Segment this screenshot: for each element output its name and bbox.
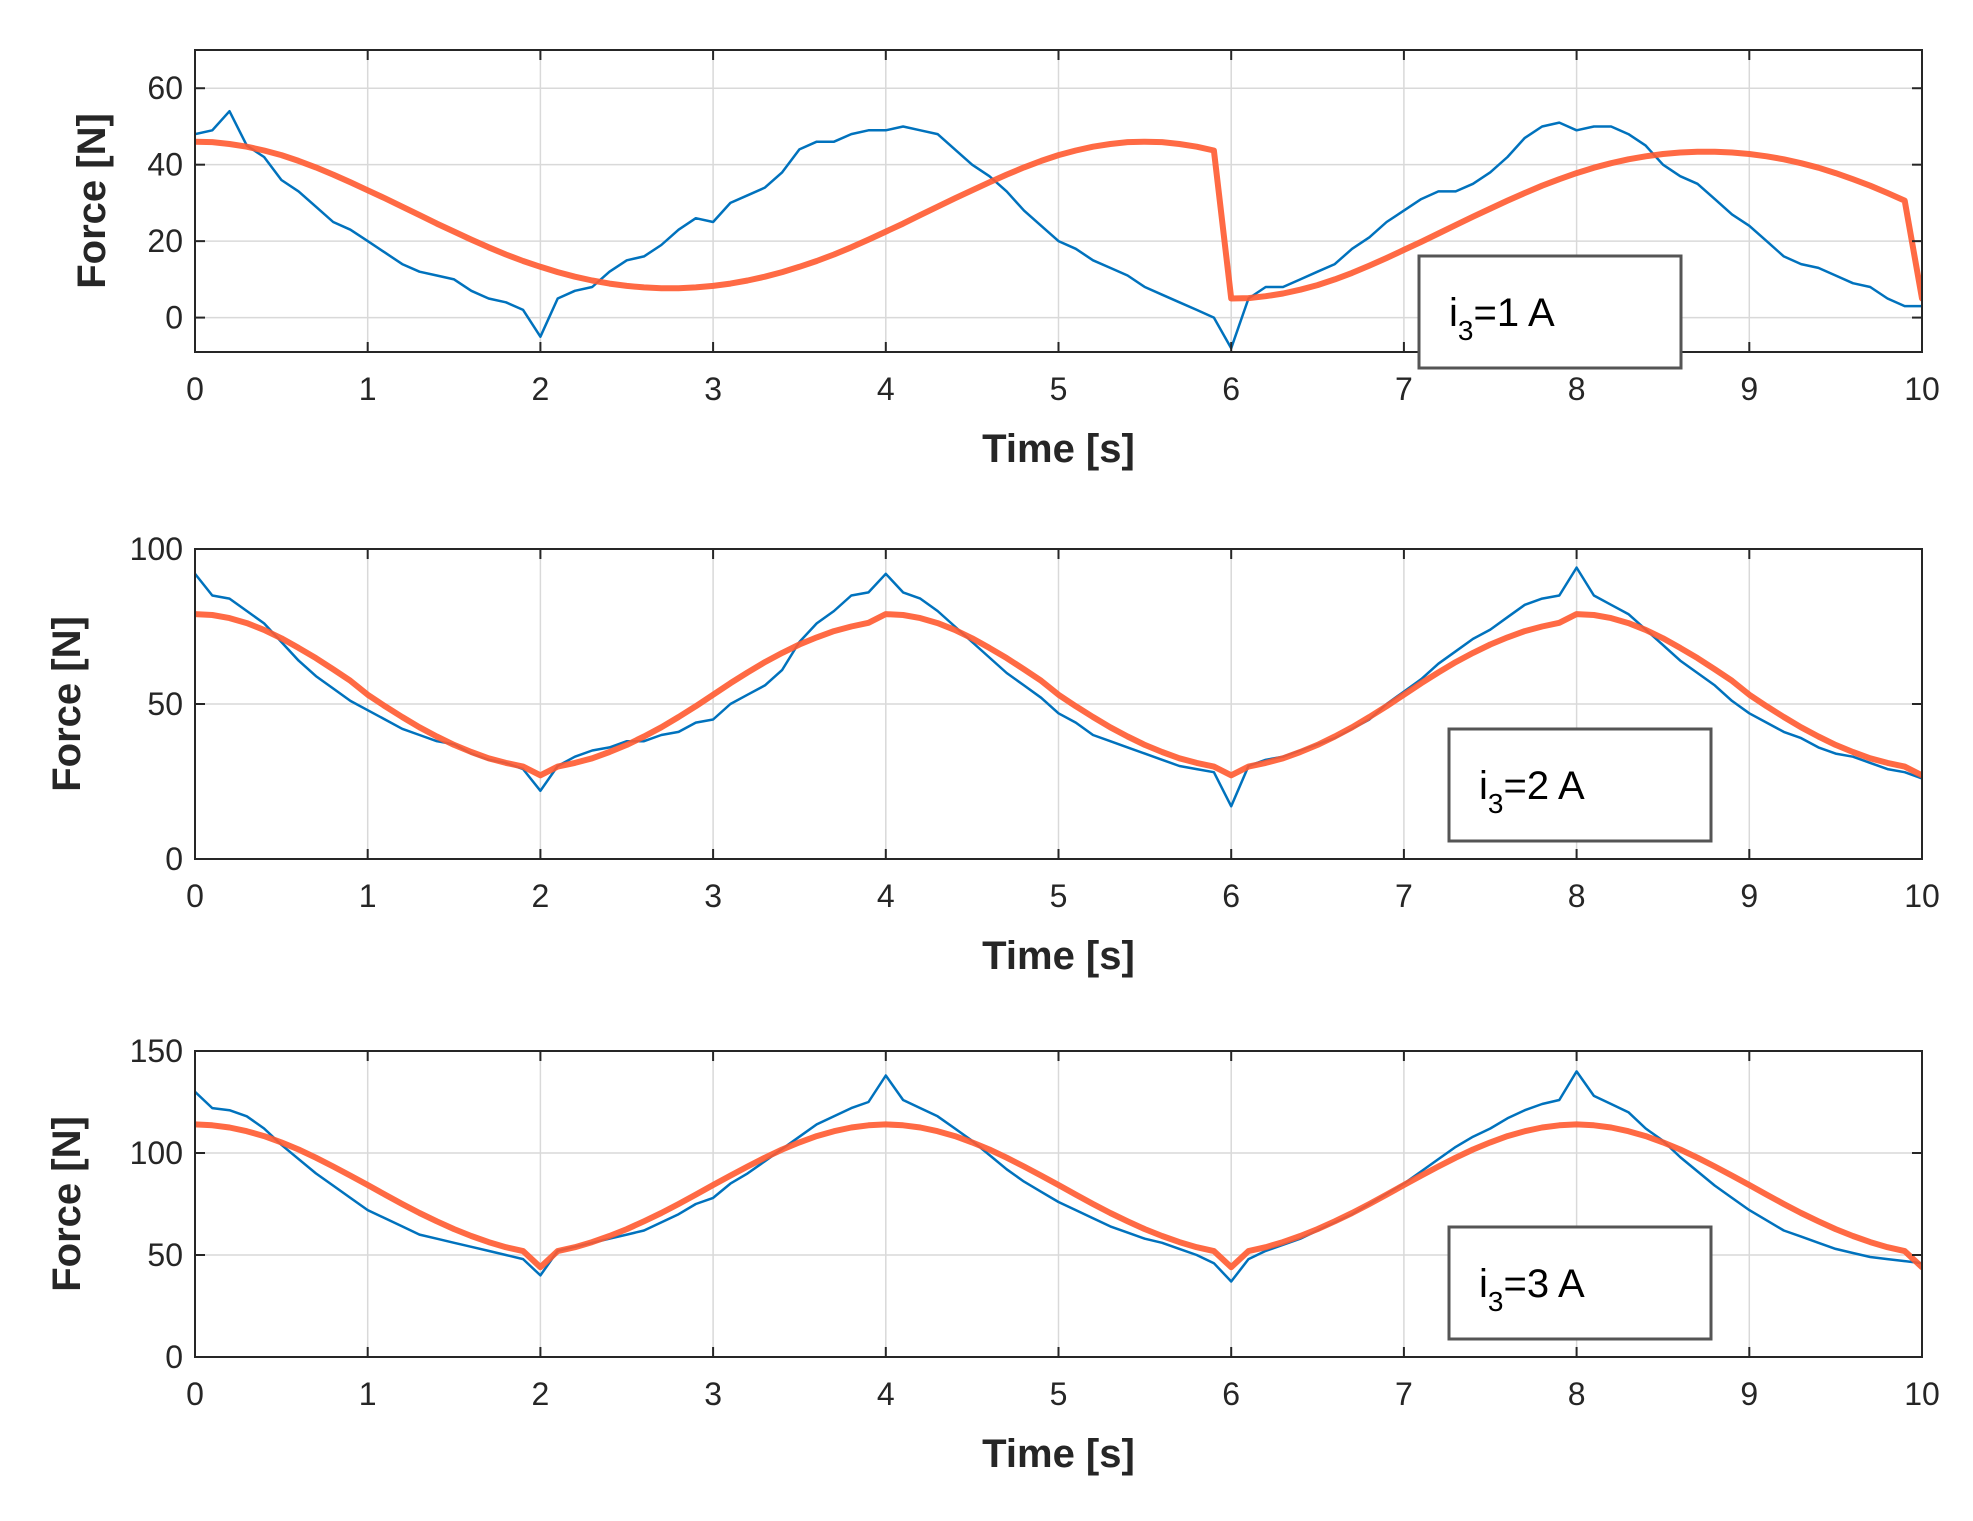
model-series-line (195, 138, 1922, 302)
y-tick-label: 100 (130, 531, 183, 567)
y-tick-label: 50 (147, 686, 183, 722)
x-axis-label: Time [s] (982, 427, 1135, 471)
y-axis-label: Force [N] (70, 113, 114, 289)
x-tick-label: 1 (359, 878, 377, 914)
x-tick-label: 6 (1222, 1376, 1240, 1412)
x-tick-label: 2 (532, 1376, 550, 1412)
x-tick-label: 6 (1222, 878, 1240, 914)
y-tick-label: 150 (130, 1033, 183, 1069)
legend-box (1447, 727, 1713, 843)
x-tick-label: 7 (1395, 371, 1413, 407)
legend-subscript: 3 (1488, 1286, 1504, 1317)
x-tick-label: 4 (877, 878, 895, 914)
y-tick-label: 0 (165, 1339, 183, 1375)
legend-prefix: i (1479, 764, 1488, 808)
x-tick-label: 3 (704, 1376, 722, 1412)
legend-suffix: =3 A (1503, 1262, 1585, 1306)
x-tick-label: 7 (1395, 878, 1413, 914)
x-tick-label: 10 (1904, 878, 1940, 914)
y-tick-label: 50 (147, 1237, 183, 1273)
y-tick-label: 20 (147, 223, 183, 259)
x-tick-label: 9 (1740, 371, 1758, 407)
legend-prefix: i (1479, 1262, 1488, 1306)
x-axis-label: Time [s] (982, 934, 1135, 978)
x-tick-label: 3 (704, 878, 722, 914)
legend: i3=3 A (1447, 1225, 1713, 1341)
x-tick-label: 10 (1904, 371, 1940, 407)
x-tick-label: 6 (1222, 371, 1240, 407)
legend-subscript: 3 (1458, 315, 1474, 346)
x-tick-label: 10 (1904, 1376, 1940, 1412)
y-tick-label: 60 (147, 70, 183, 106)
x-tick-label: 5 (1050, 1376, 1068, 1412)
y-tick-label: 0 (165, 300, 183, 336)
x-tick-label: 9 (1740, 1376, 1758, 1412)
model-series-line (195, 611, 1922, 779)
y-tick-label: 100 (130, 1135, 183, 1171)
x-tick-label: 3 (704, 371, 722, 407)
x-tick-label: 5 (1050, 878, 1068, 914)
y-tick-label: 40 (147, 147, 183, 183)
x-tick-label: 2 (532, 878, 550, 914)
y-axis-label: Force [N] (45, 1116, 89, 1292)
x-axis-label: Time [s] (982, 1432, 1135, 1476)
x-tick-label: 7 (1395, 1376, 1413, 1412)
legend-label: i3=2 A (1479, 764, 1585, 819)
x-tick-label: 0 (186, 371, 204, 407)
legend-prefix: i (1449, 291, 1458, 335)
legend-label: i3=3 A (1479, 1262, 1585, 1317)
legend: i3=2 A (1447, 727, 1713, 843)
legend-box (1447, 1225, 1713, 1341)
x-tick-label: 1 (359, 371, 377, 407)
x-tick-label: 0 (186, 1376, 204, 1412)
legend-suffix: =1 A (1473, 291, 1555, 335)
x-tick-label: 2 (532, 371, 550, 407)
x-tick-label: 8 (1568, 371, 1586, 407)
x-tick-label: 4 (877, 1376, 895, 1412)
x-tick-label: 9 (1740, 878, 1758, 914)
y-tick-label: 0 (165, 841, 183, 877)
legend-box (1417, 254, 1683, 370)
measured-series-line (195, 109, 1922, 350)
x-tick-label: 0 (186, 878, 204, 914)
model-series-line (195, 1121, 1922, 1271)
x-tick-label: 8 (1568, 878, 1586, 914)
x-tick-label: 8 (1568, 1376, 1586, 1412)
legend-subscript: 3 (1488, 788, 1504, 819)
measured-series-line (195, 1070, 1922, 1283)
x-tick-label: 5 (1050, 371, 1068, 407)
legend-suffix: =2 A (1503, 764, 1585, 808)
x-tick-label: 4 (877, 371, 895, 407)
y-axis-label: Force [N] (45, 616, 89, 792)
x-tick-label: 1 (359, 1376, 377, 1412)
legend: i3=1 A (1417, 254, 1683, 370)
legend-label: i3=1 A (1449, 291, 1555, 346)
